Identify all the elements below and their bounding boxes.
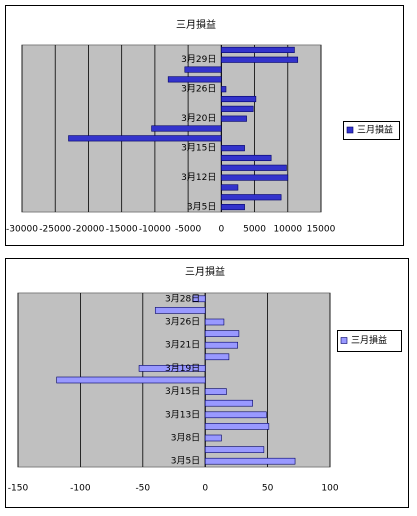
- chart-title: 三月損益: [176, 18, 216, 31]
- bar: [204, 330, 240, 337]
- x-tick-label: 0: [218, 225, 224, 235]
- x-tick-label: -30000: [6, 225, 38, 235]
- bar: [221, 46, 295, 53]
- x-tick-label: 100: [321, 484, 338, 494]
- bar: [221, 115, 247, 122]
- y-tick-label: 3月29日: [181, 54, 216, 65]
- y-tick-label: 3月26日: [165, 317, 200, 328]
- y-tick-label: 3月20日: [181, 113, 216, 124]
- bar: [154, 307, 206, 314]
- x-tick-label: 0: [202, 484, 208, 494]
- bar: [204, 446, 265, 453]
- x-tick-label: -10000: [139, 225, 171, 235]
- bar: [68, 135, 222, 142]
- bar: [167, 76, 222, 83]
- x-tick-label: 10000: [273, 225, 302, 235]
- bar: [204, 388, 227, 395]
- y-tick-label: 3月12日: [181, 172, 216, 183]
- bar: [221, 105, 254, 112]
- y-tick-label: 3月5日: [171, 456, 200, 467]
- bar: [184, 66, 222, 73]
- y-tick-label: 3月8日: [171, 433, 200, 444]
- y-tick-label: 3月5日: [187, 202, 216, 213]
- bar: [221, 145, 245, 152]
- bar: [204, 434, 222, 442]
- legend-label: 三月損益: [357, 124, 393, 136]
- bar: [204, 353, 230, 361]
- x-tick-label: 5000: [243, 225, 266, 235]
- y-tick-label: 3月15日: [165, 386, 200, 397]
- bar: [221, 194, 282, 201]
- bar: [56, 376, 206, 384]
- legend-box: [337, 330, 402, 352]
- y-tick-label: 3月21日: [165, 340, 200, 351]
- legend-box: [343, 121, 400, 140]
- x-tick-label: -25000: [39, 225, 71, 235]
- x-tick-label: -50: [135, 484, 150, 494]
- bar: [221, 154, 272, 162]
- bar: [192, 295, 206, 303]
- bar: [204, 411, 267, 419]
- y-tick-label: 3月13日: [165, 409, 200, 420]
- x-tick-label: 50: [262, 484, 274, 494]
- legend-label: 三月損益: [351, 334, 387, 346]
- x-tick-label: 15000: [307, 225, 336, 235]
- x-tick-label: -20000: [72, 225, 104, 235]
- bar: [151, 125, 222, 132]
- bar: [221, 204, 245, 211]
- y-tick-label: 3月28日: [165, 293, 200, 304]
- bar: [221, 56, 299, 63]
- legend-swatch: [340, 337, 348, 344]
- y-tick-label: 3月26日: [181, 84, 216, 95]
- x-tick-label: -100: [70, 484, 91, 494]
- legend-swatch: [346, 126, 354, 134]
- bar: [204, 423, 270, 430]
- bar: [221, 86, 227, 93]
- chart-title: 三月損益: [185, 265, 225, 278]
- bar: [204, 341, 238, 349]
- bar: [138, 365, 206, 372]
- bar: [221, 184, 239, 191]
- bar: [221, 174, 289, 181]
- bar: [204, 318, 225, 326]
- bar: [204, 399, 253, 407]
- x-tick-label: -5000: [175, 225, 201, 235]
- bar: [221, 95, 257, 103]
- x-tick-label: -150: [8, 484, 29, 494]
- y-tick-label: 3月19日: [165, 363, 200, 374]
- y-tick-label: 3月15日: [181, 143, 216, 154]
- x-tick-label: -15000: [106, 225, 138, 235]
- bar: [204, 457, 296, 465]
- bar: [221, 164, 287, 171]
